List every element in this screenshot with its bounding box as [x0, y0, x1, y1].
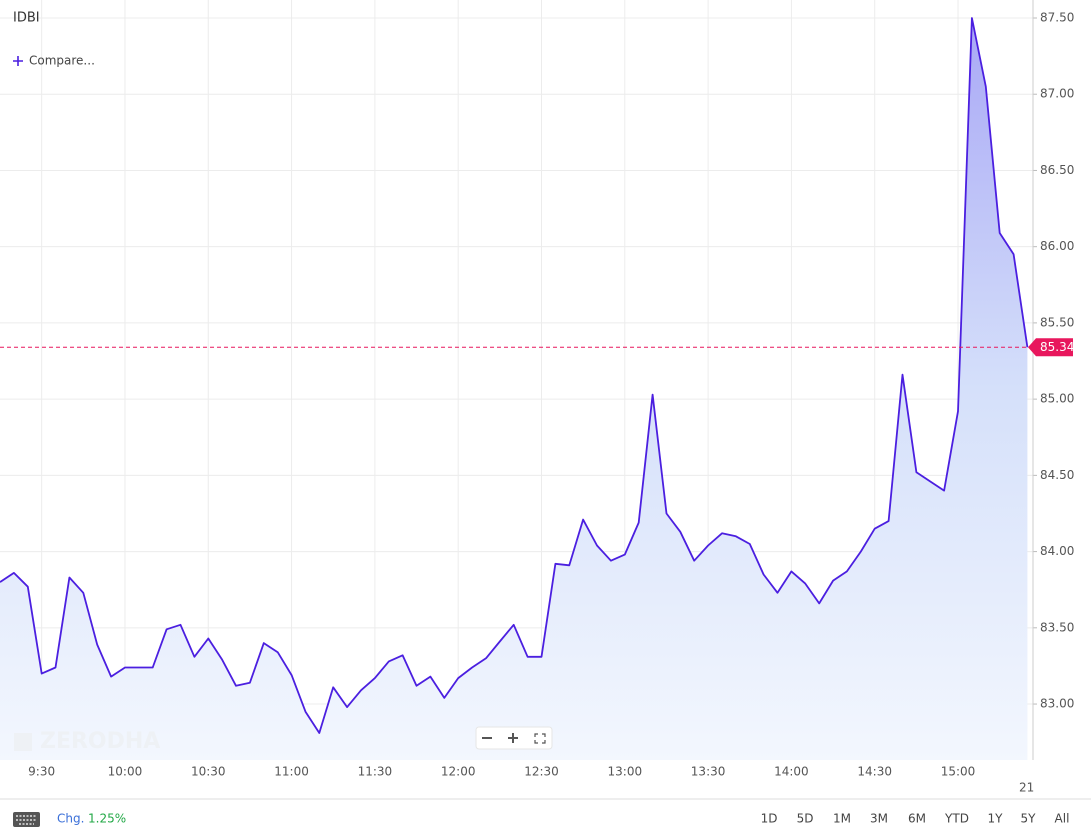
date-fragment: 21	[1019, 781, 1034, 795]
x-tick-label: 10:30	[191, 765, 226, 779]
range-button[interactable]: 1M	[833, 812, 851, 826]
x-tick-label: 13:30	[691, 765, 726, 779]
x-tick-label: 11:00	[274, 765, 309, 779]
y-tick-label: 87.50	[1040, 10, 1074, 24]
symbol-title: IDBI	[13, 11, 40, 26]
x-tick-label: 12:00	[441, 765, 476, 779]
x-tick-label: 13:00	[608, 765, 643, 779]
x-tick-label: 14:00	[774, 765, 809, 779]
x-tick-label: 15:00	[941, 765, 976, 779]
zoom-in[interactable]	[508, 733, 518, 743]
compare-button[interactable]: Compare...	[13, 54, 95, 68]
y-tick-label: 83.00	[1040, 697, 1074, 711]
last-price-tag	[1028, 338, 1073, 357]
watermark: ZERODHA	[40, 729, 160, 754]
y-tick-label: 86.50	[1040, 163, 1074, 177]
watermark-logo	[14, 733, 32, 751]
y-tick-label: 84.50	[1040, 468, 1074, 482]
range-button[interactable]: 5D	[797, 812, 814, 826]
compare-label[interactable]: Compare...	[29, 54, 95, 68]
y-tick-label: 85.50	[1040, 315, 1074, 329]
fullscreen[interactable]	[534, 733, 546, 744]
range-button[interactable]: 3M	[870, 812, 888, 826]
range-button[interactable]: 1D	[761, 812, 778, 826]
area-fill	[0, 18, 1028, 760]
y-tick-label: 84.00	[1040, 544, 1074, 558]
x-tick-label: 12:30	[524, 765, 559, 779]
range-button[interactable]: 1Y	[988, 812, 1004, 826]
range-button[interactable]: 6M	[908, 812, 926, 826]
y-tick-label: 85.00	[1040, 392, 1074, 406]
range-button[interactable]: YTD	[944, 812, 969, 826]
range-button[interactable]: All	[1055, 812, 1070, 826]
x-tick-label: 10:00	[108, 765, 143, 779]
keyboard-keys	[16, 815, 37, 825]
plus-icon	[13, 56, 23, 66]
y-tick-label: 87.00	[1040, 87, 1074, 101]
change-value: 1.25%	[88, 812, 126, 826]
keyboard-icon[interactable]	[13, 812, 40, 827]
y-tick-label: 83.50	[1040, 620, 1074, 634]
zoom-controls	[475, 726, 553, 750]
x-tick-label: 14:30	[857, 765, 892, 779]
range-button[interactable]: 5Y	[1021, 812, 1037, 826]
x-tick-label: 9:30	[28, 765, 55, 779]
last-price-label: 85.34	[1040, 340, 1074, 354]
change-label: Chg.	[57, 812, 84, 826]
y-tick-label: 86.00	[1040, 239, 1074, 253]
x-tick-label: 11:30	[358, 765, 393, 779]
price-line	[0, 17, 1029, 734]
